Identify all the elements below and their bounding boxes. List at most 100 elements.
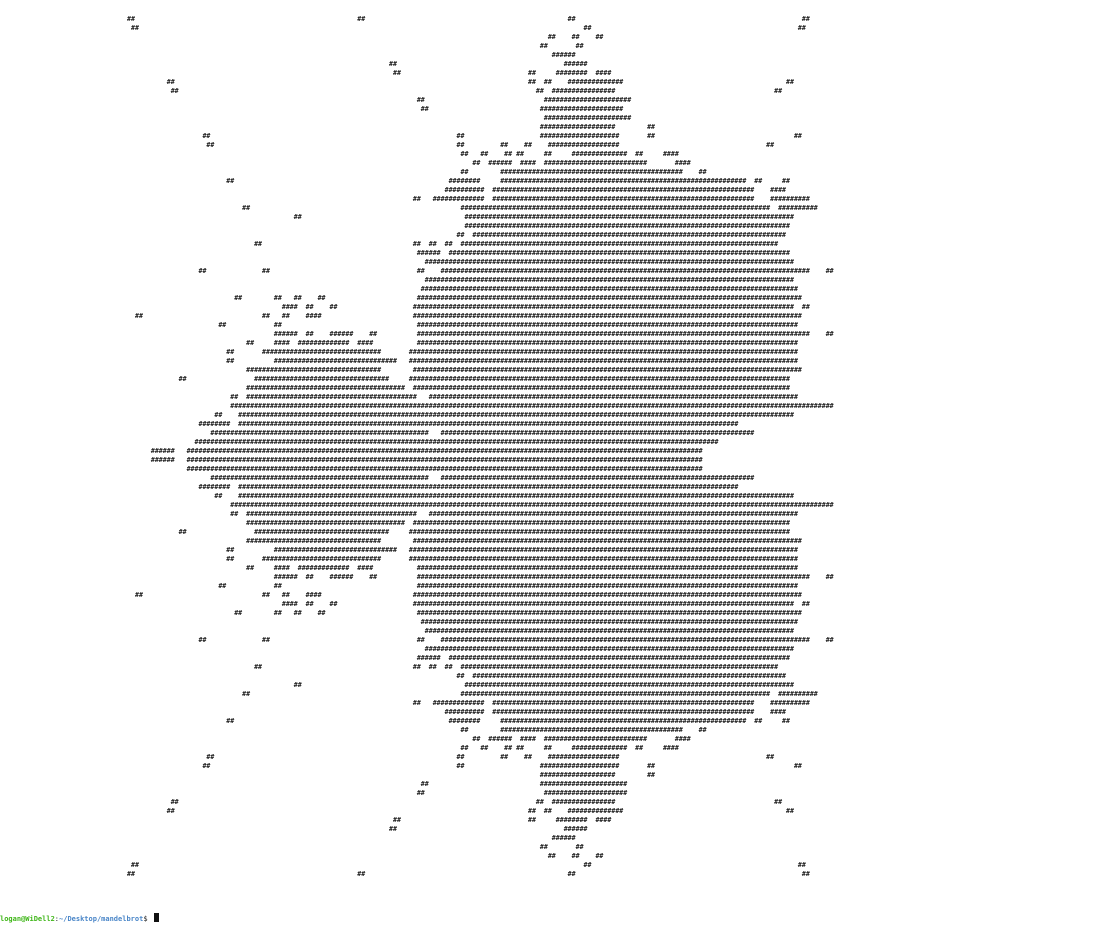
- ascii-art-line: ## ## ##################################…: [0, 582, 798, 590]
- prompt-symbol: $: [143, 915, 152, 923]
- ascii-art-line: ## ## ######## ####: [0, 69, 612, 77]
- ascii-art-line: ########################################…: [0, 501, 834, 509]
- ascii-art-line: ######: [0, 834, 576, 842]
- prompt-path: ~/Desktop/mandelbrot: [59, 915, 144, 923]
- ascii-art-line: ## ################################## ##…: [0, 528, 790, 536]
- ascii-art-line: ## #### ############# #### #############…: [0, 564, 798, 572]
- ascii-art-line: ###### #################################…: [0, 456, 703, 464]
- ascii-art-line: ## #####################################…: [0, 393, 798, 401]
- ascii-art-line: ## #### ############# #### #############…: [0, 339, 798, 347]
- ascii-art-line: ################################## #####…: [0, 366, 802, 374]
- ascii-art-line: ########## #############################…: [0, 708, 787, 716]
- ascii-art-line: ## ## ## #### ##########################…: [0, 591, 802, 599]
- ascii-art-line: ######: [0, 51, 576, 59]
- ascii-art-line: ########################################…: [0, 474, 755, 482]
- ascii-art-line: ## #####################################…: [0, 492, 794, 500]
- ascii-art-line: ## ## ## ## ############################…: [0, 240, 779, 248]
- ascii-art-line: ########## #############################…: [0, 186, 787, 194]
- ascii-art-line: ## ## ################ ##: [0, 798, 783, 806]
- ascii-art-line: ## ## ## ##: [0, 870, 810, 878]
- ascii-art-line: ###### #################################…: [0, 654, 790, 662]
- ascii-art-line: ## ## ## ## ## ############## ## ####: [0, 744, 679, 752]
- ascii-art-line: ######## ###############################…: [0, 420, 739, 428]
- ascii-art-line: ## #####################################…: [0, 213, 794, 221]
- ascii-art-line: ################### ##: [0, 123, 656, 131]
- ascii-mandelbrot-output: ## ## ## ##: [0, 15, 834, 879]
- ascii-art-line: ## ## ## ## ## ############## ## ####: [0, 150, 679, 158]
- ascii-art-line: ## #####################################…: [0, 672, 787, 680]
- ascii-art-line: ## #####################################…: [0, 168, 707, 176]
- ascii-art-line: ## ## ## ##: [0, 15, 810, 23]
- ascii-art-line: ################### ##: [0, 771, 656, 779]
- ascii-art-line: ## ## ## ## ################## ##: [0, 753, 775, 761]
- ascii-art-line: ## ######## ############################…: [0, 717, 790, 725]
- ascii-art-line: ## ############# #######################…: [0, 699, 810, 707]
- ascii-art-line: ## ############################### #####…: [0, 546, 798, 554]
- text-cursor: [153, 913, 159, 922]
- ascii-art-line: ## #####################################…: [0, 510, 798, 518]
- ascii-art-line: ## #####################: [0, 105, 624, 113]
- ascii-art-line: ########################################…: [0, 645, 794, 653]
- ascii-art-line: ########################################…: [0, 285, 798, 293]
- ascii-art-line: ## ## ##: [0, 852, 604, 860]
- ascii-art-line: ###### #################################…: [0, 447, 703, 455]
- ascii-art-line: ## #####################################…: [0, 231, 787, 239]
- ascii-art-line: ########################################…: [0, 258, 794, 266]
- ascii-art-line: #### ## ## #############################…: [0, 600, 810, 608]
- ascii-art-line: ## ## ################ ##: [0, 87, 783, 95]
- ascii-art-line: #### ## ## #############################…: [0, 303, 810, 311]
- ascii-art-line: ## ## ## ###############################…: [0, 636, 834, 644]
- ascii-art-line: ## ############################## ######…: [0, 348, 798, 356]
- ascii-art-line: ########################################…: [0, 627, 794, 635]
- ascii-art-line: ## ######################: [0, 96, 632, 104]
- ascii-art-line: ## ############################## ######…: [0, 555, 798, 563]
- ascii-art-line: ## ## ## ############## ##: [0, 807, 794, 815]
- ascii-art-line: ## #####################################…: [0, 204, 818, 212]
- ascii-art-line: ## #####################################…: [0, 411, 794, 419]
- prompt-user-host: logan@WiDell2: [0, 915, 55, 923]
- ascii-art-line: ## ## ## ## ############################…: [0, 294, 802, 302]
- ascii-art-line: ## ############################### #####…: [0, 357, 798, 365]
- ascii-art-line: ## ## ## ## ############################…: [0, 609, 802, 617]
- ascii-art-line: ## ############# #######################…: [0, 195, 810, 203]
- ascii-art-line: ## ## ##: [0, 861, 806, 869]
- ascii-art-line: ########################################…: [0, 384, 790, 392]
- ascii-art-line: ## ##: [0, 843, 584, 851]
- ascii-art-line: ## ######################: [0, 780, 628, 788]
- ascii-art-line: ########################################…: [0, 438, 719, 446]
- ascii-art-line: ########################################…: [0, 519, 790, 527]
- prompt-separator: :: [54, 915, 60, 923]
- ascii-art-line: ######## ###############################…: [0, 483, 739, 491]
- ascii-art-line: ## ## #################### ## ##: [0, 762, 802, 770]
- ascii-art-line: ###### ## ###### ## ####################…: [0, 573, 834, 581]
- ascii-art-line: ## ## ##: [0, 33, 604, 41]
- ascii-art-line: ## ###### #### #########################…: [0, 735, 691, 743]
- ascii-art-line: ########################################…: [0, 465, 703, 473]
- ascii-art-line: ## ######## ############################…: [0, 177, 790, 185]
- ascii-art-line: ###### #################################…: [0, 249, 790, 257]
- ascii-art-line: ## ## ##: [0, 24, 806, 32]
- ascii-art-line: ## ## ## ## ############################…: [0, 663, 779, 671]
- ascii-art-line: ########################################…: [0, 402, 834, 410]
- shell-prompt[interactable]: logan@WiDell2:~/Desktop/mandelbrot$: [0, 913, 159, 925]
- ascii-art-line: ## #####################: [0, 789, 628, 797]
- ascii-art-line: ## #####################################…: [0, 690, 818, 698]
- ascii-art-line: ## ################################## ##…: [0, 375, 790, 383]
- ascii-art-line: ########################################…: [0, 222, 790, 230]
- ascii-art-line: ########################################…: [0, 429, 755, 437]
- ascii-art-line: ## ## #################### ## ##: [0, 132, 802, 140]
- ascii-art-line: ################################## #####…: [0, 537, 802, 545]
- ascii-art-line: ######################: [0, 114, 632, 122]
- ascii-art-line: ## ## ## ############## ##: [0, 78, 794, 86]
- ascii-art-line: ## ######: [0, 60, 588, 68]
- ascii-art-line: ## #####################################…: [0, 681, 794, 689]
- ascii-art-line: ## ## ##################################…: [0, 321, 798, 329]
- ascii-art-line: ########################################…: [0, 618, 798, 626]
- ascii-art-line: ###### ## ###### ## ####################…: [0, 330, 834, 338]
- ascii-art-line: ## ## ## ###############################…: [0, 267, 834, 275]
- ascii-art-line: ## ## ## ## ################## ##: [0, 141, 775, 149]
- ascii-art-line: ########################################…: [0, 276, 794, 284]
- ascii-art-line: ## ## ######## ####: [0, 816, 612, 824]
- ascii-art-line: ## ###### #### #########################…: [0, 159, 691, 167]
